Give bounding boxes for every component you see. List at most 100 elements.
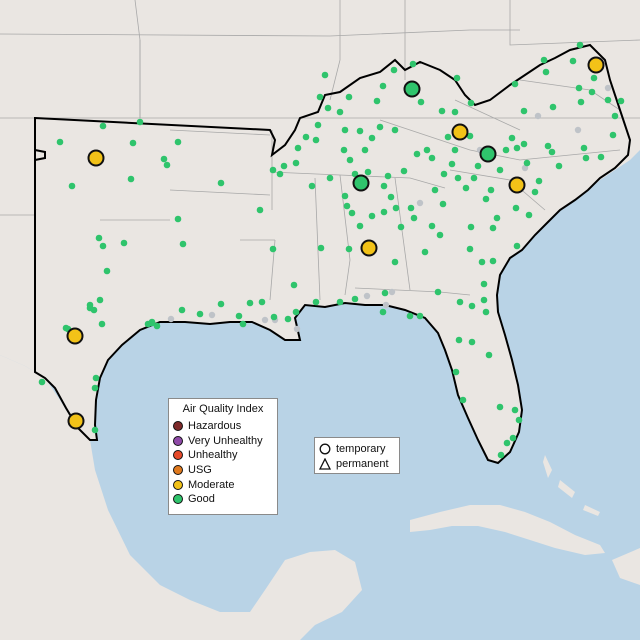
station-marker-good[interactable] [509, 434, 517, 442]
station-marker-gray[interactable] [416, 199, 424, 207]
station-marker-good[interactable] [548, 148, 556, 156]
station-marker-good[interactable] [451, 108, 459, 116]
station-marker-good[interactable] [269, 245, 277, 253]
station-marker-gray[interactable] [363, 292, 371, 300]
station-marker-gray[interactable] [261, 316, 269, 324]
station-marker-good[interactable] [444, 133, 452, 141]
station-marker-good[interactable] [95, 234, 103, 242]
station-marker-good[interactable] [428, 222, 436, 230]
station-marker-good[interactable] [480, 296, 488, 304]
station-marker-good[interactable] [487, 186, 495, 194]
station-marker-gray[interactable] [293, 325, 301, 333]
station-marker-good[interactable] [179, 240, 187, 248]
station-marker-good[interactable] [474, 162, 482, 170]
station-marker-good[interactable] [345, 93, 353, 101]
station-marker-good-large[interactable] [352, 174, 370, 192]
station-marker-good[interactable] [489, 257, 497, 265]
station-marker-good[interactable] [397, 223, 405, 231]
station-marker-good[interactable] [317, 244, 325, 252]
station-marker-good[interactable] [351, 170, 359, 178]
station-marker-good[interactable] [292, 159, 300, 167]
station-marker-good[interactable] [38, 378, 46, 386]
station-marker-good[interactable] [467, 99, 475, 107]
station-marker-good[interactable] [276, 170, 284, 178]
station-marker-good[interactable] [448, 160, 456, 168]
station-marker-good[interactable] [373, 97, 381, 105]
station-marker-good[interactable] [511, 406, 519, 414]
station-marker-good[interactable] [91, 426, 99, 434]
station-marker-good[interactable] [312, 298, 320, 306]
station-marker-good[interactable] [417, 98, 425, 106]
station-marker-good[interactable] [428, 154, 436, 162]
station-marker-good[interactable] [467, 223, 475, 231]
station-marker-good[interactable] [453, 74, 461, 82]
station-marker-good[interactable] [421, 248, 429, 256]
station-marker-good[interactable] [280, 162, 288, 170]
station-marker-moderate-large[interactable] [360, 239, 378, 257]
station-marker-good[interactable] [478, 258, 486, 266]
station-marker-good[interactable] [525, 211, 533, 219]
station-marker-good[interactable] [348, 209, 356, 217]
station-marker-good[interactable] [345, 245, 353, 253]
station-marker-good[interactable] [270, 313, 278, 321]
station-marker-good[interactable] [302, 133, 310, 141]
station-marker-good[interactable] [413, 150, 421, 158]
station-marker-good[interactable] [400, 167, 408, 175]
station-marker-good[interactable] [217, 179, 225, 187]
station-marker-gray[interactable] [388, 288, 396, 296]
station-marker-good[interactable] [235, 312, 243, 320]
station-marker-good[interactable] [129, 139, 137, 147]
station-marker-good[interactable] [582, 154, 590, 162]
station-marker-good[interactable] [468, 302, 476, 310]
station-marker-good[interactable] [439, 200, 447, 208]
station-marker-moderate-large[interactable] [451, 123, 469, 141]
station-marker-good[interactable] [555, 162, 563, 170]
station-marker-good[interactable] [368, 134, 376, 142]
station-marker-good[interactable] [462, 184, 470, 192]
station-marker-good[interactable] [440, 170, 448, 178]
station-marker-good[interactable] [577, 98, 585, 106]
station-marker-moderate-large[interactable] [67, 412, 85, 430]
station-marker-good[interactable] [535, 177, 543, 185]
station-marker-good-large[interactable] [403, 80, 421, 98]
station-marker-good[interactable] [451, 146, 459, 154]
station-marker-good[interactable] [406, 312, 414, 320]
station-marker-gray[interactable] [604, 84, 612, 92]
station-marker-good[interactable] [455, 336, 463, 344]
station-marker-good[interactable] [456, 298, 464, 306]
station-marker-good[interactable] [256, 206, 264, 214]
station-marker-good[interactable] [468, 338, 476, 346]
station-marker-moderate-large[interactable] [66, 327, 84, 345]
station-marker-good[interactable] [379, 82, 387, 90]
station-marker-good[interactable] [379, 308, 387, 316]
station-marker-good[interactable] [392, 204, 400, 212]
station-marker-good[interactable] [381, 289, 389, 297]
station-marker-gray[interactable] [574, 126, 582, 134]
station-marker-good[interactable] [380, 182, 388, 190]
station-marker-good[interactable] [431, 186, 439, 194]
station-marker-good[interactable] [217, 300, 225, 308]
station-marker-good[interactable] [269, 166, 277, 174]
station-marker-good[interactable] [482, 195, 490, 203]
station-marker-good[interactable] [314, 121, 322, 129]
station-marker-good[interactable] [308, 182, 316, 190]
station-marker-good[interactable] [436, 231, 444, 239]
station-marker-good[interactable] [513, 144, 521, 152]
station-marker-good[interactable] [609, 131, 617, 139]
station-marker-good[interactable] [416, 312, 424, 320]
station-marker-good[interactable] [86, 301, 94, 309]
station-marker-good[interactable] [96, 296, 104, 304]
station-marker-good[interactable] [284, 315, 292, 323]
station-marker-good[interactable] [356, 222, 364, 230]
station-marker-good[interactable] [340, 146, 348, 154]
station-marker-good[interactable] [549, 103, 557, 111]
station-marker-good[interactable] [120, 239, 128, 247]
station-marker-good[interactable] [98, 320, 106, 328]
station-marker-good[interactable] [178, 306, 186, 314]
station-marker-good[interactable] [316, 93, 324, 101]
station-marker-good[interactable] [312, 136, 320, 144]
station-marker-good[interactable] [580, 144, 588, 152]
station-marker-good[interactable] [496, 166, 504, 174]
station-marker-good[interactable] [503, 439, 511, 447]
station-marker-good[interactable] [153, 322, 161, 330]
